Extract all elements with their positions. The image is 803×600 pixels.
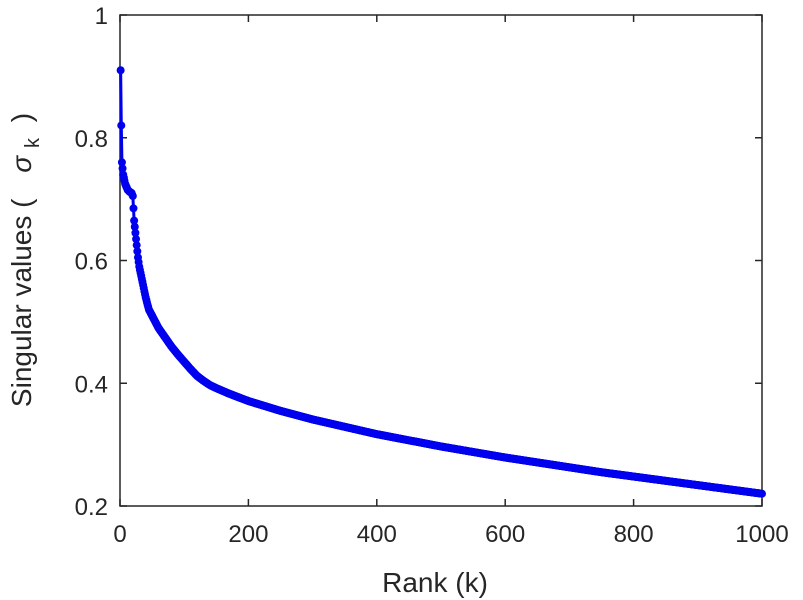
y-axis-label-symbol: σ [6,155,37,173]
y-tick-label: 1 [95,3,108,30]
y-axis-label-subscript: k [22,137,44,148]
data-point [758,489,766,498]
data-point [116,66,125,75]
y-tick-label: 0.4 [75,371,108,398]
y-axis-label-suffix: ) [6,113,37,122]
x-tick-label: 800 [614,521,654,548]
x-tick-label: 0 [113,521,126,548]
data-point [118,164,127,173]
data-point [133,247,142,256]
tick-labels: 0 200 400 600 800 1000 0.2 0.4 0.6 0.8 1 [75,3,789,548]
data-point [128,192,137,201]
series-markers [116,66,766,498]
y-tick-label: 0.8 [75,126,108,153]
data-point [132,241,141,250]
y-tick-label: 0.6 [75,249,108,276]
x-tick-label: 200 [228,521,268,548]
y-tick-label: 0.2 [75,494,108,521]
data-point [129,204,138,213]
plot-box [119,14,763,507]
data-point [117,121,126,130]
data-point [130,222,139,231]
data-point [131,228,140,237]
x-tick-label: 1000 [735,521,788,548]
series-line [119,70,763,496]
series-layer [116,66,766,498]
y-axis-label: Singular values ( σ k ) [6,113,45,407]
data-point [130,216,139,225]
x-axis-label: Rank (k) [382,567,488,598]
axes-frame [119,14,763,507]
y-axis-label-prefix: Singular values ( [6,198,37,407]
data-point [132,235,141,244]
data-point [117,158,126,167]
x-tick-label: 600 [485,521,525,548]
ticks [119,14,763,507]
x-tick-label: 400 [357,521,397,548]
